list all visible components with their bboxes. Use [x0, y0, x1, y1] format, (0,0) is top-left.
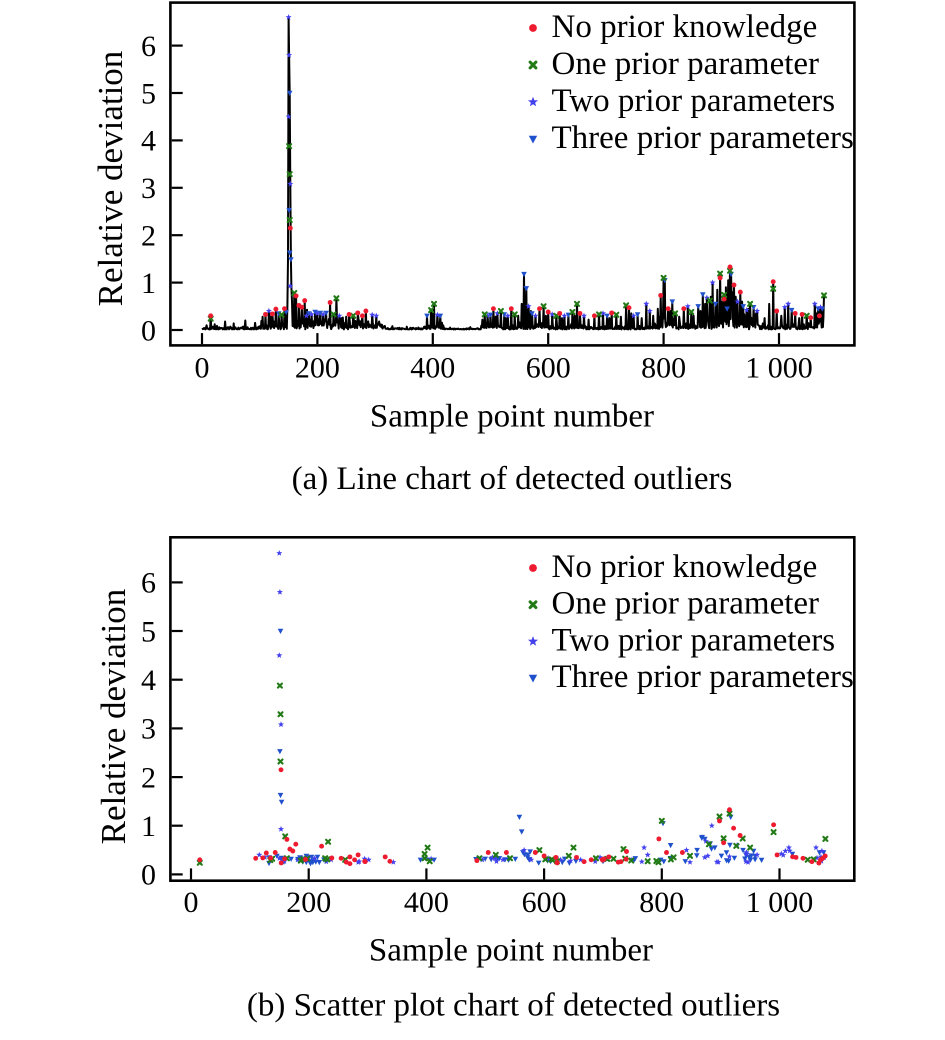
svg-text:600: 600: [526, 352, 571, 385]
svg-text:No prior knowledge: No prior knowledge: [552, 9, 818, 45]
svg-text:1: 1: [141, 267, 156, 300]
svg-text:200: 200: [286, 886, 331, 919]
svg-text:800: 800: [639, 886, 684, 919]
svg-text:No prior knowledge: No prior knowledge: [552, 549, 818, 585]
svg-text:Two prior parameters: Two prior parameters: [552, 622, 836, 658]
svg-text:0: 0: [141, 859, 156, 892]
svg-text:4: 4: [141, 125, 156, 158]
svg-text:One prior parameter: One prior parameter: [552, 586, 820, 622]
svg-text:4: 4: [141, 664, 156, 697]
svg-text:600: 600: [522, 886, 567, 919]
svg-text:6: 6: [141, 30, 156, 63]
svg-text:(b) Scatter plot chart of dete: (b) Scatter plot chart of detected outli…: [247, 987, 780, 1023]
svg-text:400: 400: [410, 352, 455, 385]
svg-text:3: 3: [141, 172, 156, 205]
svg-text:200: 200: [295, 352, 340, 385]
svg-text:2: 2: [141, 761, 156, 794]
svg-text:5: 5: [141, 77, 156, 110]
svg-text:Relative deviation: Relative deviation: [91, 51, 130, 307]
svg-text:(a) Line chart of detected out: (a) Line chart of detected outliers: [292, 461, 733, 497]
svg-text:1 000: 1 000: [746, 886, 814, 919]
svg-text:1 000: 1 000: [745, 352, 813, 385]
svg-text:1: 1: [141, 810, 156, 843]
svg-text:0: 0: [141, 314, 156, 347]
svg-text:800: 800: [641, 352, 686, 385]
svg-text:Two prior parameters: Two prior parameters: [552, 83, 836, 119]
svg-text:Three prior parameters: Three prior parameters: [552, 120, 854, 156]
svg-text:3: 3: [141, 713, 156, 746]
svg-text:0: 0: [195, 352, 210, 385]
svg-text:5: 5: [141, 615, 156, 648]
svg-text:0: 0: [184, 886, 199, 919]
svg-text:6: 6: [141, 567, 156, 600]
svg-text:Sample point number: Sample point number: [369, 933, 653, 969]
svg-text:Sample point number: Sample point number: [370, 399, 654, 435]
svg-text:400: 400: [404, 886, 449, 919]
svg-text:2: 2: [141, 220, 156, 253]
svg-text:Three prior parameters: Three prior parameters: [552, 659, 854, 695]
svg-text:One prior parameter: One prior parameter: [552, 46, 820, 82]
svg-text:Relative deviation: Relative deviation: [94, 589, 133, 845]
